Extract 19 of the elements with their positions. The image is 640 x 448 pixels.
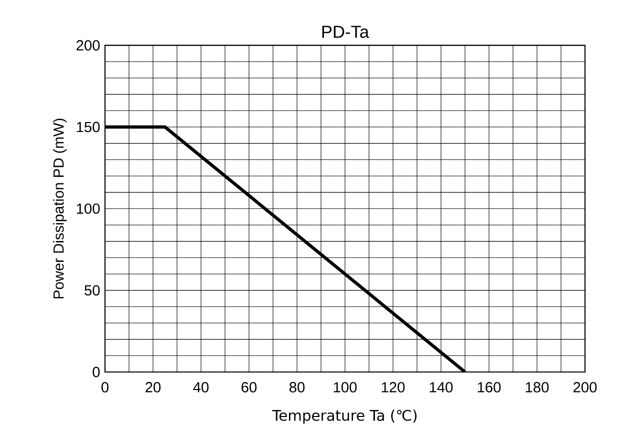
- x-tick-label: 40: [193, 382, 209, 392]
- x-tick-label: 20: [146, 382, 161, 392]
- x-tick-label: 160: [478, 382, 501, 392]
- x-tick-label: 200: [573, 382, 597, 392]
- y-axis-title: Power Dissipation PD (mW): [53, 118, 67, 298]
- chart-title: PD-Ta: [322, 26, 370, 38]
- x-tick-label: 180: [526, 382, 549, 392]
- x-tick-label: 60: [242, 382, 257, 392]
- y-tick-label: 200: [76, 40, 100, 51]
- x-tick-label: 140: [430, 382, 453, 392]
- x-tick-label: 80: [289, 382, 305, 392]
- x-tick-label: 0: [101, 382, 108, 392]
- x-tick-label: 120: [382, 382, 405, 392]
- y-tick-label: 150: [76, 122, 100, 132]
- y-tick-label: 50: [84, 285, 100, 296]
- x-axis-title: Temperature Ta (℃): [272, 410, 417, 424]
- y-tick-label: 0: [92, 366, 100, 378]
- x-tick-label: 100: [334, 382, 357, 392]
- y-tick-label: 100: [76, 203, 100, 214]
